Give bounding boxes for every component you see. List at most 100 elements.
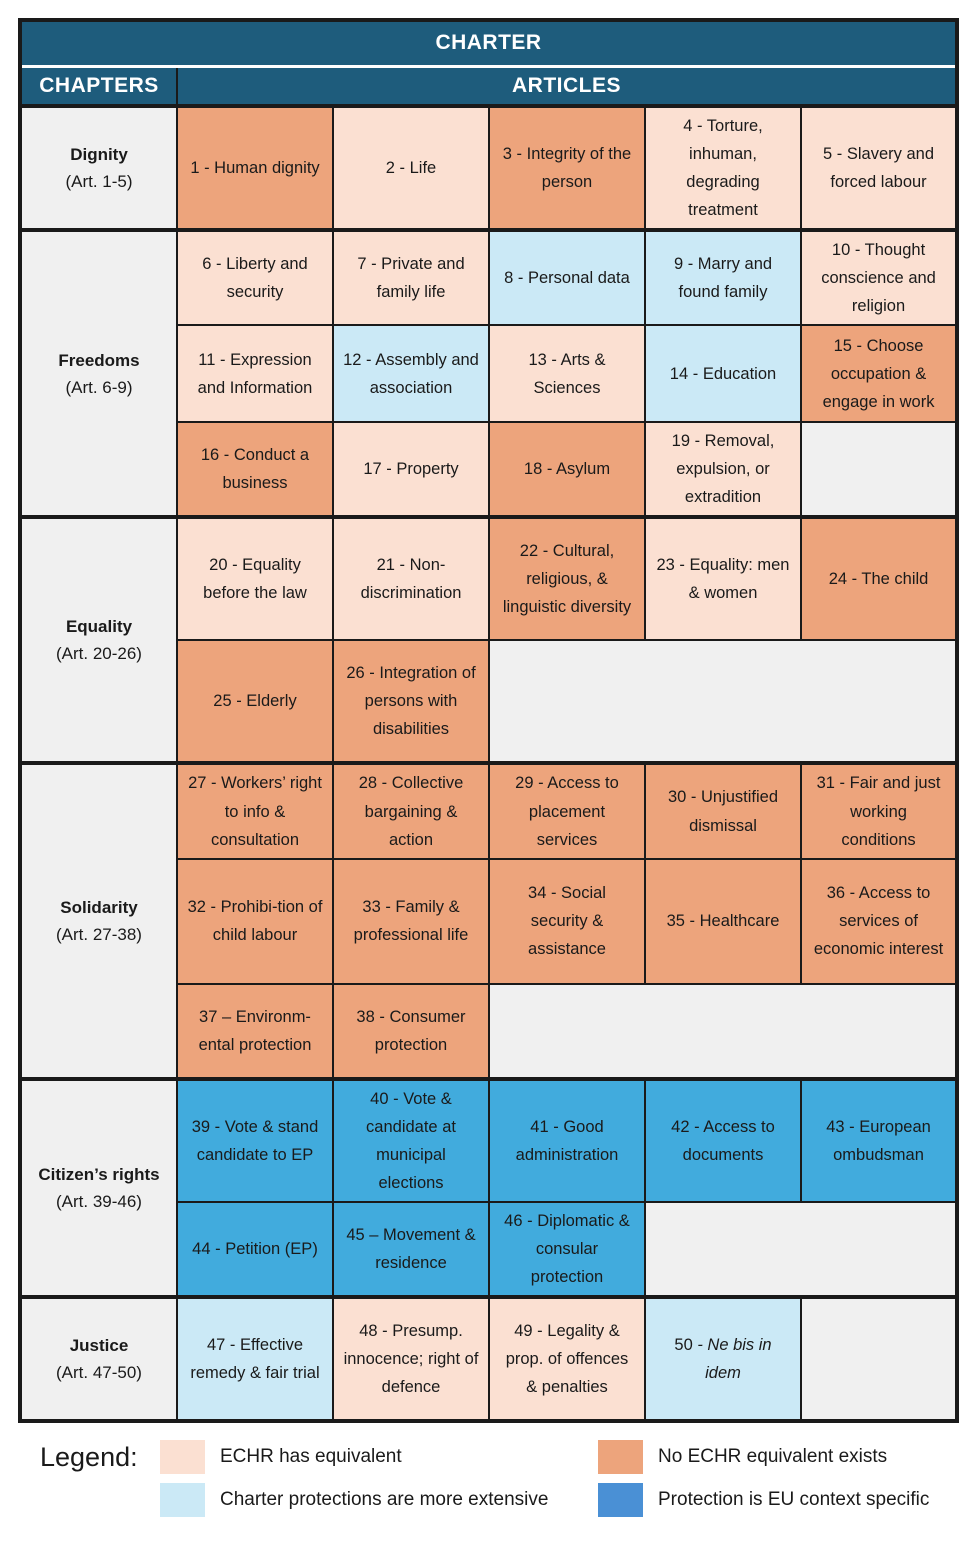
chapter-name: Equality [65,617,133,637]
article-row: 32 - Prohibi-tion of child labour 33 - Fa… [20,857,959,985]
article-cell: 8 - Personal data [488,228,646,327]
legend-item-label: Charter protections are more extensive [220,1488,549,1510]
charter-title: CHARTER [18,19,959,68]
article-cell: 48 - Presump. innocence; right of defenc… [332,1294,490,1422]
chapter-name: Freedoms [58,350,140,370]
article-row: Justice (Art. 47-50) 47 - Effective remedy… [19,1294,959,1422]
article-cell: 28 - Collective bargaining & action [332,761,490,860]
chapter-name: Dignity [70,144,128,164]
article-cell: 11 - Expression and Information [176,324,334,424]
article-cell: 6 - Liberty and security [176,228,334,327]
article-cell: 18 - Asylum [488,421,646,519]
article-cell: 40 - Vote & candidate at municipal elect… [332,1076,490,1203]
empty-cell [487,982,959,1080]
article-row: Freedoms (Art. 6-9) 6 - Liberty and securi… [19,228,959,519]
article-cell: 1 - Human dignity [176,103,334,232]
chapter-articles-range: (Art. 20-26) [56,644,142,664]
legend-item-no-echr-equivalent: No ECHR equivalent exists [598,1439,929,1474]
chapter-articles-range: (Art. 39-46) [56,1191,142,1211]
legend-title: Legend: [40,1441,138,1472]
legend: Legend: ECHR has equivalent No ECHR equi… [40,1439,975,1517]
eu-context-specific-swatch [598,1482,643,1517]
article-cell: 31 - Fair and just working conditions [799,761,959,860]
article-row: Equality (Art. 20-26) 20 - Equality before… [19,515,959,765]
article-cell: 17 - Property [332,421,490,519]
article-cell: 23 - Equality: men & women [644,515,802,642]
article-row: Solidarity (Art. 27-38) 27 - Workers’ righ… [19,761,959,1080]
article-cell: 5 - Slavery and forced labour [799,103,959,232]
article-cell: 47 - Effective remedy & fair trial [176,1294,334,1422]
article-cell: 10 - Thought conscience and religion [799,228,959,327]
charter-table: CHARTER CHAPTERS ARTICLES Dignity (Art. 1… [18,18,960,1423]
chapter-name: Solidarity [60,897,138,917]
article-cell: 36 - Access to services of economic inte… [799,857,959,985]
chapter-articles-range: (Art. 27-38) [56,925,142,945]
article-cell: 32 - Prohibi-tion of child labour [176,857,334,985]
article-row: 37 – Environm-ental protection 38 - Consu… [20,982,959,1080]
chapter-cell-dignity: Dignity (Art. 1-5) [19,103,178,232]
article-row: 16 - Conduct a business 17 - Property 18 -… [20,421,959,519]
article-cell: 12 - Assembly and association [332,324,490,424]
article-cell: 37 – Environm-ental protection [176,982,334,1080]
article-cell: 7 - Private and family life [332,228,490,327]
article-cell: 25 - Elderly [176,639,334,765]
legend-grid: ECHR has equivalent No ECHR equivalent e… [160,1439,930,1517]
article-cell: 34 - Social security & assistance [488,857,646,985]
chapter-name: Justice [69,1335,129,1355]
article-cell: 2 - Life [332,103,490,232]
article-cell: 50 - Ne bis in idem [644,1294,802,1422]
article-row: 44 - Petition (EP) 45 – Movement & reside… [20,1200,959,1298]
chapters-body: Dignity (Art. 1-5) 1 - Human dignity 2 - Li… [19,103,959,1422]
article-cell: 33 - Family & professional life [332,857,490,985]
article-row: 25 - Elderly 26 - Integration of persons … [20,639,959,765]
article-cell: 4 - Torture, inhuman, degrading treatmen… [644,103,802,232]
empty-cell [487,639,959,765]
article-cell: 43 - European ombudsman [799,1076,959,1203]
empty-cell [643,1200,959,1298]
article-cell: 39 - Vote & stand candidate to EP [176,1076,334,1203]
chapter-articles-range: (Art. 1-5) [65,172,133,192]
chapter-cell-citizen-s-rights: Citizen’s rights (Art. 39-46) [19,1076,178,1298]
article-cell: 45 – Movement & residence [332,1200,490,1298]
article-row: 11 - Expression and Information 12 - Asse… [20,324,959,424]
article-cell: 46 - Diplomatic & consular protection [488,1200,646,1298]
chapter-cell-solidarity: Solidarity (Art. 27-38) [19,761,178,1080]
article-cell: 49 - Legality & prop. of offences & pena… [488,1294,646,1422]
legend-item-echr-equivalent: ECHR has equivalent [160,1439,598,1474]
article-cell: 20 - Equality before the law [176,515,334,642]
article-cell: 35 - Healthcare [644,857,802,985]
chapter-cell-equality: Equality (Art. 20-26) [19,515,178,765]
article-cell: 21 - Non-discrimination [332,515,490,642]
chapter-articles-range: (Art. 47-50) [56,1362,142,1382]
article-cell: 27 - Workers’ right to info & consultati… [176,761,334,860]
chapter-cell-justice: Justice (Art. 47-50) [19,1294,178,1422]
legend-item-label: No ECHR equivalent exists [658,1445,888,1467]
article-cell: 24 - The child [799,515,959,642]
articles-header: ARTICLES [175,64,959,108]
more-extensive-swatch [160,1482,205,1517]
chapter-name: Citizen’s rights [38,1164,160,1184]
legend-item-label: ECHR has equivalent [220,1445,402,1467]
article-cell: 42 - Access to documents [644,1076,802,1203]
article-cell: 19 - Removal, expulsion, or extradition [644,421,802,519]
legend-item-more-extensive: Charter protections are more extensive [160,1482,598,1517]
article-cell: 29 - Access to placement services [488,761,646,860]
empty-cell [799,1294,959,1422]
chapters-header: CHAPTERS [19,64,178,108]
article-cell: 44 - Petition (EP) [176,1200,334,1298]
article-cell: 9 - Marry and found family [644,228,802,327]
article-row: Dignity (Art. 1-5) 1 - Human dignity 2 - Li… [19,103,959,232]
no-echr-equivalent-swatch [598,1439,643,1474]
article-cell: 30 - Unjustified dismissal [644,761,802,860]
article-cell: 16 - Conduct a business [176,421,334,519]
article-cell: 15 - Choose occupation & engage in work [799,324,959,424]
article-cell: 14 - Education [644,324,802,424]
legend-item-eu-context-specific: Protection is EU context specific [598,1482,930,1517]
article-cell: 38 - Consumer protection [332,982,490,1080]
echr-equivalent-swatch [160,1439,205,1474]
legend-item-label: Protection is EU context specific [658,1488,930,1510]
charter-header-row: CHARTER [18,19,959,68]
article-cell: 26 - Integration of persons with disabil… [332,639,490,765]
article-row: Citizen’s rights (Art. 39-46) 39 - Vote & … [19,1076,959,1298]
column-header-row: CHAPTERS ARTICLES [19,64,959,108]
